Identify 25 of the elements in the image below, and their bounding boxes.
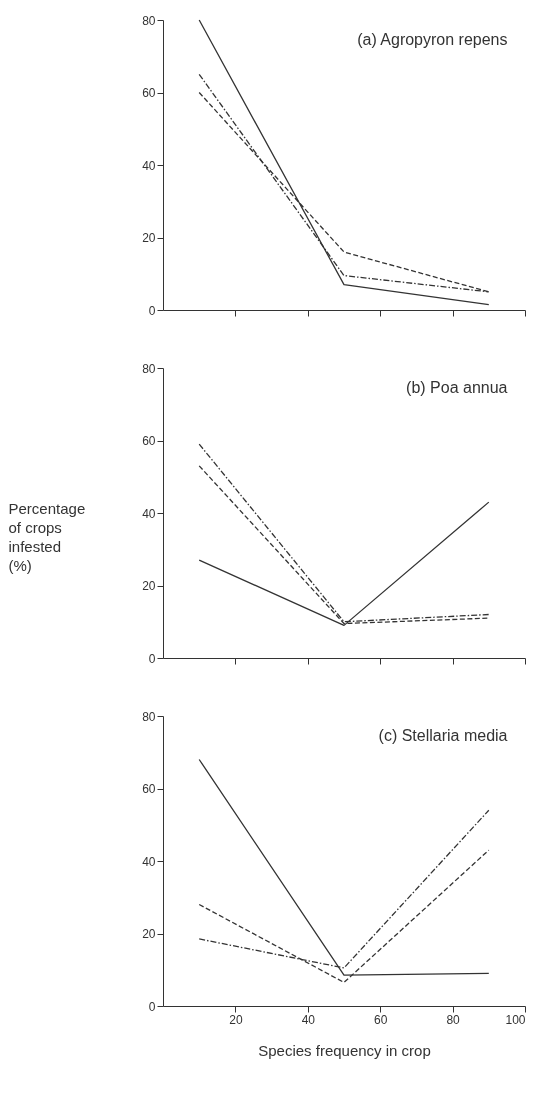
y-tick-label: 80 — [142, 361, 156, 376]
x-axis-title: Species frequency in crop — [258, 1041, 431, 1059]
y-tick-label: 60 — [142, 434, 156, 448]
y-tick-label: 20 — [142, 579, 156, 593]
y-tick-label: 40 — [142, 506, 156, 521]
y-tick-label: 40 — [142, 158, 156, 173]
text: (a) Agropyron repens — [357, 31, 508, 48]
y-axis-title: Percentage of crops infested (%) — [8, 499, 86, 574]
x-tick-label: 40 — [301, 1012, 316, 1027]
y-tick-label: 80 — [142, 709, 156, 724]
x-tick-label: 80 — [446, 1012, 461, 1027]
x-tick-label: 20 — [229, 1012, 243, 1027]
y-tick-label: 40 — [142, 854, 156, 869]
y-tick-label: 60 — [142, 86, 156, 100]
text: (b) Poa annua — [406, 379, 508, 396]
text: (c) Stellaria media — [378, 727, 508, 744]
y-tick-label: 0 — [148, 303, 156, 318]
y-tick-label: 0 — [148, 999, 156, 1014]
y-tick-label: 0 — [148, 651, 156, 666]
y-tick-label: 80 — [142, 13, 156, 28]
x-tick-label: 100 — [505, 1012, 526, 1027]
y-tick-label: 60 — [142, 782, 156, 796]
x-tick-label: 60 — [374, 1012, 388, 1027]
y-tick-label: 20 — [142, 927, 156, 941]
y-tick-label: 20 — [142, 231, 156, 245]
